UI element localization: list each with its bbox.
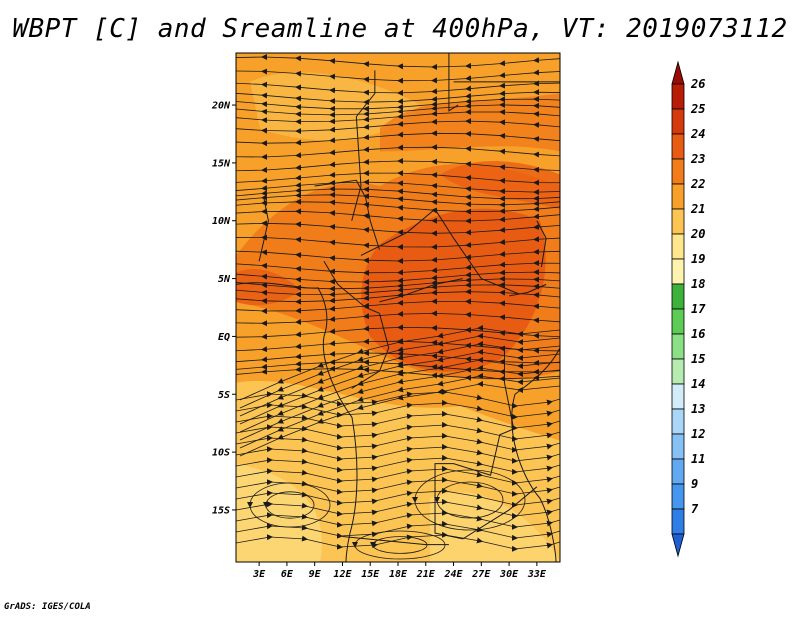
colorbar-level-label: 20 bbox=[690, 227, 705, 241]
colorbar-level-label: 13 bbox=[691, 402, 705, 416]
lat-tick-label: 10S bbox=[212, 448, 230, 459]
colorbar-bottom-arrow bbox=[671, 533, 685, 558]
border-ethiopia bbox=[536, 220, 547, 268]
colorbar-level-label: 15 bbox=[691, 352, 705, 366]
border-chad-niger bbox=[351, 70, 376, 221]
lon-tick-label: 12E bbox=[333, 569, 352, 580]
streamline bbox=[236, 54, 560, 70]
lon-tick-label: 33E bbox=[527, 569, 547, 580]
colorbar-swatch bbox=[671, 83, 685, 110]
colorbar-level-label: 22 bbox=[690, 177, 705, 191]
lon-tick-label: 6E bbox=[281, 569, 294, 580]
colorbar-level-label: 24 bbox=[690, 127, 705, 141]
lon-tick-label: 27E bbox=[471, 569, 491, 580]
border-drc-east bbox=[434, 347, 515, 487]
colorbar-swatch bbox=[671, 258, 685, 285]
colorbar-level-label: 26 bbox=[690, 77, 705, 91]
border-car-sudan bbox=[360, 208, 519, 295]
colorbar-level-label: 25 bbox=[690, 102, 705, 116]
colorbar-swatch bbox=[671, 133, 685, 160]
colorbar-swatch bbox=[671, 483, 685, 510]
colorbar-top-arrow bbox=[671, 60, 685, 85]
chart-title: WBPT [C] and Sreamline at 400hPa, VT: 20… bbox=[12, 14, 788, 44]
lat-tick-label: EQ bbox=[218, 332, 230, 343]
lon-tick-label: 3E bbox=[252, 569, 266, 580]
border-nigeria-chad bbox=[314, 179, 380, 250]
colorbar-level-label: 12 bbox=[691, 427, 705, 441]
lon-axis: 3E 6E 9E 12E 15E 18E 21E 24E 27E 30E 33E bbox=[252, 562, 547, 580]
lon-tick-label: 24E bbox=[444, 569, 464, 580]
border-libya-egypt bbox=[448, 53, 459, 112]
lat-tick-label: 15N bbox=[212, 158, 231, 169]
colorbar-level-label: 18 bbox=[691, 277, 705, 291]
country-boundaries bbox=[236, 53, 560, 562]
coastline-west bbox=[236, 282, 358, 562]
coastline-east bbox=[511, 347, 560, 562]
streamline bbox=[352, 530, 446, 560]
grads-credit: GrADS: IGES/COLA bbox=[4, 602, 91, 612]
colorbar-swatch bbox=[671, 208, 685, 235]
lon-tick-label: 9E bbox=[309, 569, 322, 580]
colorbar-swatch bbox=[671, 358, 685, 385]
streamline bbox=[412, 469, 526, 531]
streamline bbox=[236, 144, 560, 160]
colorbar-swatch bbox=[671, 283, 685, 310]
lon-tick-label: 21E bbox=[416, 569, 436, 580]
colorbar-level-label: 17 bbox=[691, 302, 706, 316]
colorbar-level-label: 23 bbox=[690, 152, 705, 166]
lat-axis: 20N 15N 10N 5N EQ 5S 10S 15S bbox=[211, 101, 236, 516]
border-car-drc bbox=[379, 278, 463, 303]
colorbar-swatch bbox=[671, 333, 685, 360]
border-zambia bbox=[434, 486, 538, 540]
colorbar-swatch bbox=[671, 108, 685, 135]
colorbar-level-label: 21 bbox=[690, 202, 705, 216]
streamline bbox=[236, 130, 560, 147]
streamline bbox=[236, 234, 560, 250]
lat-tick-label: 15S bbox=[212, 505, 230, 516]
streamline bbox=[370, 536, 428, 554]
colorbar-swatch bbox=[671, 158, 685, 185]
colorbar-swatch bbox=[671, 458, 685, 485]
colorbar-swatch bbox=[671, 183, 685, 210]
streamline bbox=[263, 491, 315, 519]
lat-tick-label: 5N bbox=[218, 274, 231, 285]
streamline bbox=[236, 157, 560, 173]
streamline bbox=[236, 310, 560, 327]
lat-tick-label: 20N bbox=[211, 101, 231, 112]
streamline bbox=[236, 220, 560, 237]
streamlines bbox=[236, 54, 560, 560]
border-congo bbox=[351, 313, 390, 389]
wbpt-field bbox=[236, 53, 560, 562]
colorbar-level-label: 9 bbox=[691, 477, 698, 491]
colorbar-level-label: 11 bbox=[691, 452, 705, 466]
border-benin bbox=[258, 197, 269, 262]
colorbar-swatch bbox=[671, 433, 685, 460]
colorbar-level-label: 19 bbox=[691, 252, 705, 266]
border-cameroon bbox=[323, 260, 380, 314]
colorbar-level-label: 14 bbox=[691, 377, 705, 391]
colorbar-swatch bbox=[671, 308, 685, 335]
lon-tick-label: 30E bbox=[499, 569, 519, 580]
lat-tick-label: 10N bbox=[212, 216, 231, 227]
border-uganda bbox=[508, 283, 547, 297]
border-angola-namibia bbox=[342, 536, 449, 546]
streamline bbox=[236, 208, 560, 224]
lat-tick-label: 5S bbox=[218, 390, 230, 401]
colorbar-level-label: 7 bbox=[691, 502, 699, 516]
streamline bbox=[247, 482, 331, 528]
colorbar-swatch bbox=[671, 408, 685, 435]
lon-tick-label: 15E bbox=[361, 569, 380, 580]
lon-tick-label: 18E bbox=[389, 569, 408, 580]
colorbar-swatch bbox=[671, 233, 685, 260]
streamline bbox=[434, 481, 504, 519]
colorbar-swatch bbox=[671, 383, 685, 410]
colorbar-level-label: 16 bbox=[691, 327, 705, 341]
colorbar: 7 9 11 12 13 14 15 16 17 18 19 20 21 22 23 24 25 26 bbox=[671, 60, 706, 558]
colorbar-swatch bbox=[671, 508, 685, 535]
